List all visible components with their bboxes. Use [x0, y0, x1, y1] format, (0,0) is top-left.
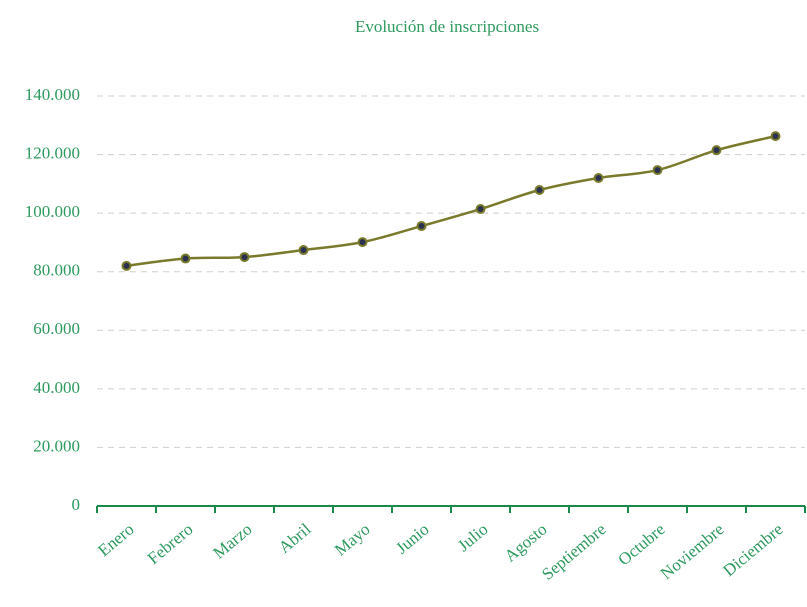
- x-tick-label: Junio: [392, 520, 432, 558]
- data-point: [711, 145, 722, 156]
- y-tick-label: 20.000: [33, 436, 80, 455]
- x-tick-label: Febrero: [144, 520, 197, 569]
- data-point: [180, 253, 191, 264]
- x-tick-label: Agosto: [501, 520, 551, 566]
- x-tick-label: Abril: [275, 519, 315, 557]
- x-tick-label: Enero: [94, 520, 137, 561]
- chart-title: Evolución de inscripciones: [355, 17, 539, 36]
- x-tick-label: Marzo: [209, 520, 255, 563]
- y-tick-label: 100.000: [25, 202, 80, 221]
- y-tick-label: 0: [72, 495, 81, 514]
- data-point: [298, 245, 309, 256]
- y-tick-label: 40.000: [33, 378, 80, 397]
- data-point: [121, 260, 132, 271]
- data-point: [239, 252, 250, 263]
- data-line: [126, 134, 776, 268]
- x-tick-label: Diciembre: [719, 520, 786, 581]
- y-tick-label: 140.000: [25, 85, 80, 104]
- x-tick-label: Mayo: [331, 520, 374, 560]
- data-point: [770, 131, 781, 142]
- data-point: [475, 204, 486, 215]
- x-tick-label: Septiembre: [538, 520, 610, 584]
- y-tick-label: 60.000: [33, 319, 80, 338]
- data-point: [416, 221, 427, 232]
- x-tick-label: Julio: [454, 520, 492, 556]
- data-point: [652, 165, 663, 176]
- data-point: [534, 185, 545, 196]
- x-tick-label: Octubre: [614, 520, 668, 570]
- x-tick-label: Noviembre: [657, 520, 728, 584]
- data-point: [357, 237, 368, 248]
- y-tick-label: 120.000: [25, 143, 80, 162]
- data-point: [593, 173, 604, 183]
- y-tick-label: 80.000: [33, 261, 80, 280]
